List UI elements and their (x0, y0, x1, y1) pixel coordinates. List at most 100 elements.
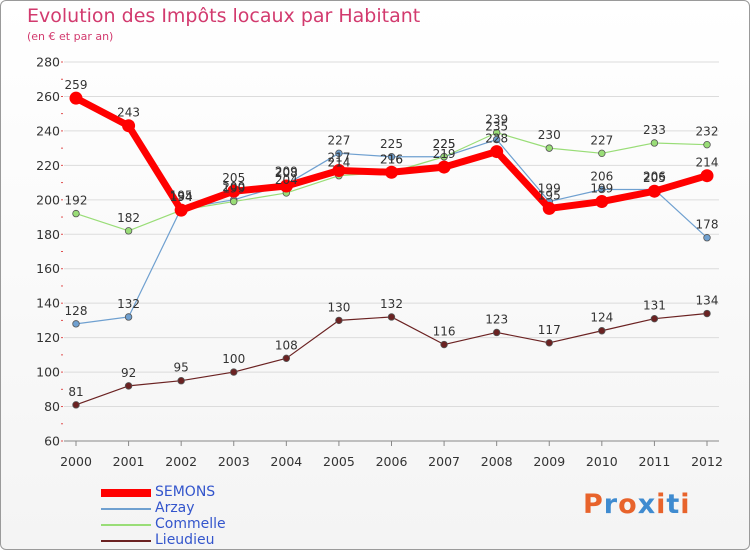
data-point-lieudieu (492, 328, 501, 337)
data-point-semons (174, 203, 188, 217)
data-point-lieudieu (598, 327, 606, 335)
data-label-semons: 228 (485, 132, 508, 146)
data-label-arzay: 225 (380, 137, 403, 151)
x-tick-label: 2012 (691, 454, 723, 469)
y-tick-label: 120 (36, 330, 60, 345)
data-point-semons (647, 184, 661, 198)
legend-label: Lieudieu (155, 532, 215, 548)
x-tick-label: 2002 (165, 454, 197, 469)
legend-label: Commelle (155, 516, 226, 532)
data-label-lieudieu: 116 (433, 325, 456, 339)
data-label-lieudieu: 100 (222, 352, 245, 366)
data-label-lieudieu: 132 (380, 297, 403, 311)
data-point-lieudieu (282, 354, 291, 363)
legend-swatch (101, 489, 151, 497)
legend-label: SEMONS (155, 484, 216, 500)
data-label-commelle: 204 (275, 173, 298, 187)
y-tick-label: 160 (36, 261, 60, 276)
data-label-commelle: 230 (538, 128, 561, 142)
data-label-lieudieu: 81 (68, 385, 83, 399)
data-label-semons: 243 (117, 106, 140, 120)
data-label-arzay: 209 (275, 164, 298, 178)
x-tick-label: 2010 (586, 454, 618, 469)
data-label-arzay: 225 (433, 137, 456, 151)
data-point-semons (542, 201, 556, 215)
data-point-commelle (598, 149, 606, 158)
y-tick-label: 240 (36, 123, 60, 138)
data-label-arzay: 200 (222, 180, 245, 194)
x-tick-label: 2009 (533, 454, 565, 469)
data-point-commelle (703, 140, 711, 149)
data-label-lieudieu: 130 (327, 300, 350, 314)
data-label-commelle: 232 (696, 125, 719, 139)
data-point-lieudieu (124, 382, 133, 390)
data-point-lieudieu (545, 339, 553, 347)
data-point-lieudieu (387, 313, 396, 321)
logo-letter: t (666, 489, 681, 520)
data-label-arzay: 206 (643, 169, 666, 183)
data-point-semons (385, 165, 398, 179)
data-label-commelle: 182 (117, 211, 140, 225)
data-point-arzay (124, 313, 133, 321)
data-point-semons (437, 160, 451, 174)
data-point-commelle (440, 153, 448, 161)
data-label-semons: 205 (643, 171, 666, 185)
data-point-lieudieu (177, 377, 185, 385)
x-tick-label: 2006 (376, 454, 408, 469)
x-tick-label: 2001 (113, 454, 145, 469)
data-point-semons (69, 91, 83, 105)
data-label-semons: 214 (696, 156, 719, 170)
legend-swatch (101, 524, 151, 526)
data-label-semons: 195 (538, 188, 561, 202)
data-label-arzay: 199 (538, 182, 561, 196)
data-label-semons: 199 (590, 182, 613, 196)
data-point-semons (595, 195, 609, 209)
y-tick-label: 200 (36, 192, 60, 207)
data-point-lieudieu (703, 309, 711, 318)
data-point-arzay (72, 320, 80, 328)
x-tick-label: 2003 (218, 454, 250, 469)
proxiti-logo: Proxiti (583, 489, 691, 520)
data-point-arzay (598, 185, 606, 194)
data-label-lieudieu: 117 (538, 323, 561, 337)
data-label-commelle: 214 (327, 156, 350, 170)
data-point-arzay (335, 149, 343, 158)
data-label-arzay: 195 (170, 188, 193, 202)
data-point-lieudieu (72, 401, 80, 409)
y-tick-label: 60 (44, 434, 60, 449)
data-label-semons: 194 (170, 190, 193, 204)
data-label-semons: 205 (222, 171, 245, 185)
data-label-arzay: 178 (696, 218, 719, 232)
y-tick-label: 80 (44, 399, 60, 414)
logo-letter: i (656, 489, 667, 520)
legend-swatch (101, 540, 151, 542)
data-point-commelle (124, 227, 133, 235)
logo-letter: o (618, 489, 638, 520)
y-tick-label: 260 (36, 89, 60, 104)
data-point-lieudieu (230, 368, 238, 376)
data-point-commelle (72, 209, 80, 218)
chart-subtitle: (en € et par an) (27, 30, 114, 43)
data-label-commelle: 192 (65, 194, 88, 208)
data-label-semons: 219 (433, 147, 456, 161)
data-label-commelle: 239 (485, 113, 508, 127)
data-label-lieudieu: 123 (485, 312, 508, 326)
series-line-lieudieu (75, 312, 708, 406)
legend-swatch (101, 508, 151, 510)
y-tick-label: 220 (36, 158, 60, 173)
data-point-lieudieu (650, 314, 659, 323)
data-point-commelle (230, 197, 238, 206)
logo-letter: r (603, 489, 619, 520)
data-label-arzay: 128 (65, 304, 88, 318)
data-label-commelle: 194 (170, 190, 193, 204)
data-point-arzay (703, 234, 711, 242)
data-label-arzay: 132 (117, 297, 140, 311)
x-tick-label: 2011 (639, 454, 671, 469)
data-label-arzay: 235 (485, 120, 508, 134)
logo-letter: i (680, 489, 691, 520)
data-label-lieudieu: 95 (174, 361, 189, 375)
data-point-commelle (650, 139, 659, 147)
data-point-semons (490, 145, 504, 159)
